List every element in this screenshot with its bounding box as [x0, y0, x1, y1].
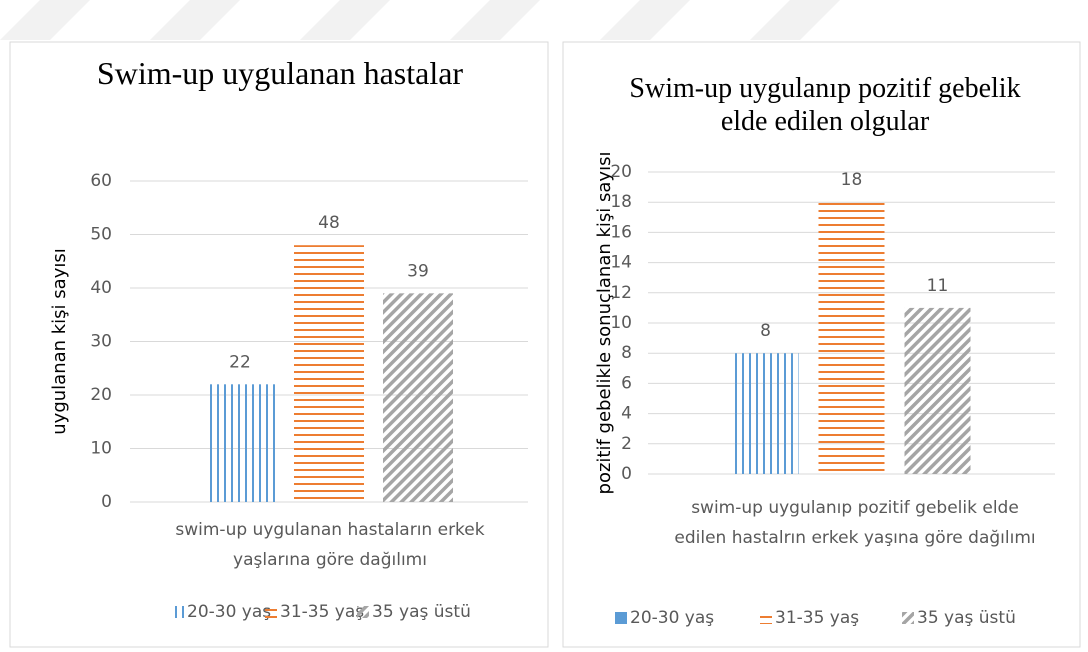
- y-tick-label: 4: [621, 404, 632, 424]
- y-tick-label: 20: [90, 385, 112, 405]
- legend-label: 20-30 yaş: [187, 602, 271, 622]
- legend-label: 31-35 yaş: [775, 608, 859, 628]
- y-axis-label: pozitif gebelikle sonuçlanan kişi sayısı: [594, 152, 615, 495]
- y-tick-label: 50: [90, 225, 112, 245]
- text-box: swim-up uygulanan hastaların erkek yaşla…: [175, 520, 485, 570]
- legend-swatch: [357, 606, 369, 618]
- data-label: 22: [229, 352, 251, 372]
- bar: [904, 307, 971, 474]
- y-tick-label: 14: [610, 253, 632, 273]
- bar: [383, 293, 453, 502]
- bar: [818, 202, 885, 474]
- legend-swatch: [760, 612, 772, 624]
- data-label: 11: [927, 276, 949, 296]
- x-tick-label: swim-up uygulanan hastaların erkek yaşla…: [175, 520, 485, 570]
- bar: [732, 353, 799, 474]
- text-box: Swim-up uygulanıp pozitif gebelik elde e…: [629, 73, 1021, 138]
- y-tick-label: 0: [621, 464, 632, 484]
- y-tick-label: 8: [621, 343, 632, 363]
- y-axis-label: uygulanan kişi sayısı: [49, 248, 70, 434]
- legend-label: 31-35 yaş: [280, 602, 364, 622]
- y-tick-label: 0: [101, 492, 112, 512]
- text-box: Swim-up uygulanan hastalar: [96, 55, 464, 91]
- chart-title: Swim-up uygulanan hastalar: [96, 55, 464, 91]
- legend-label: 20-30 yaş: [630, 608, 714, 628]
- x-tick-label: swim-up uygulanıp pozitif gebelik elde e…: [674, 498, 1036, 548]
- legend-swatch: [172, 606, 184, 618]
- y-tick-label: 10: [610, 313, 632, 333]
- legend-swatch: [902, 612, 914, 624]
- y-tick-label: 18: [610, 192, 632, 212]
- y-tick-label: 16: [610, 222, 632, 242]
- bar: [205, 384, 275, 502]
- chart-frame: [9, 41, 549, 648]
- y-tick-label: 20: [610, 162, 632, 182]
- data-label: 39: [407, 261, 429, 281]
- y-tick-label: 2: [621, 434, 632, 454]
- y-tick-label: 60: [90, 171, 112, 191]
- y-tick-label: 6: [621, 373, 632, 393]
- data-label: 18: [841, 170, 863, 190]
- bar: [294, 245, 364, 502]
- legend-swatch: [615, 612, 627, 624]
- data-label: 8: [760, 321, 771, 341]
- legend-label: 35 yaş üstü: [372, 602, 471, 622]
- y-tick-label: 10: [90, 439, 112, 459]
- y-tick-label: 40: [90, 278, 112, 298]
- legend-label: 35 yaş üstü: [917, 608, 1016, 628]
- chart-title: Swim-up uygulanıp pozitif gebelik elde e…: [629, 73, 1021, 138]
- watermark: [0, 0, 840, 40]
- data-label: 48: [318, 213, 340, 233]
- y-tick-label: 12: [610, 283, 632, 303]
- y-tick-label: 30: [90, 332, 112, 352]
- legend-swatch: [265, 606, 277, 618]
- text-box: swim-up uygulanıp pozitif gebelik elde e…: [674, 498, 1036, 548]
